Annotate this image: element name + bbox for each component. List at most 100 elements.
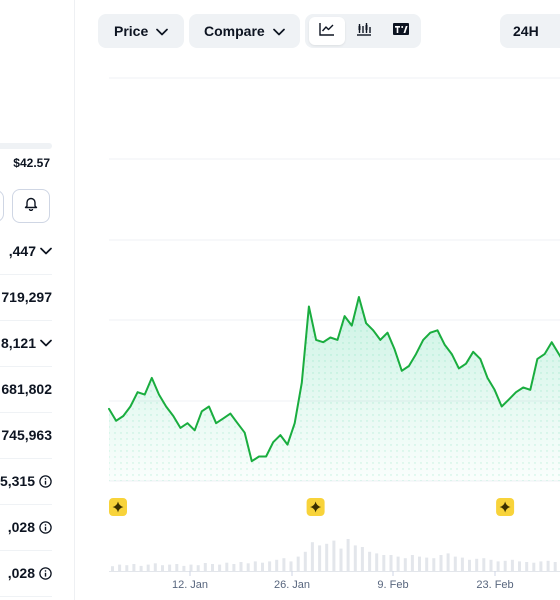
volume-bar xyxy=(439,555,443,571)
volume-bar xyxy=(525,562,529,571)
stat-row[interactable]: ,447 xyxy=(0,228,52,275)
info-icon xyxy=(39,566,52,580)
volume-bar xyxy=(303,551,307,571)
candle-view-button[interactable] xyxy=(346,17,382,45)
stat-row: 745,963 xyxy=(0,412,52,459)
compare-dropdown[interactable]: Compare xyxy=(189,14,300,48)
info-icon xyxy=(39,474,52,488)
volume-bar xyxy=(203,563,207,571)
volume-bar xyxy=(382,555,386,571)
candlestick-icon xyxy=(356,22,372,41)
volume-bar xyxy=(339,548,343,571)
volume-bar xyxy=(175,564,179,571)
volume-bar xyxy=(346,539,350,571)
time-range-label: 24H xyxy=(513,23,539,39)
volume-bar xyxy=(225,562,229,571)
volume-bar xyxy=(460,557,464,571)
volume-bar xyxy=(253,561,257,571)
volume-bar xyxy=(546,560,550,571)
volume-bar xyxy=(153,563,157,571)
volume-bar xyxy=(118,564,122,571)
volume-bar xyxy=(475,558,479,571)
volume-bar xyxy=(332,540,336,571)
volume-bar xyxy=(396,556,400,571)
line-view-button[interactable] xyxy=(309,17,345,45)
sparkle-icon xyxy=(496,498,515,516)
price-dropdown[interactable]: Price xyxy=(98,14,184,48)
volume-bar xyxy=(325,543,329,571)
volume-bar xyxy=(418,556,421,571)
x-tick-label: 12. Jan xyxy=(172,579,208,591)
price-range-bar xyxy=(0,143,52,149)
volume-bar xyxy=(196,565,200,571)
stats-panel: $42.57 ,447 719,297 8,121 681,802 745,963 5,3… xyxy=(0,0,75,600)
volume-bar xyxy=(161,565,164,571)
x-tick-label: 23. Feb xyxy=(476,579,513,591)
volume-bar xyxy=(353,545,357,571)
stat-value: 8,121 xyxy=(0,335,36,351)
sparkle-icon xyxy=(109,498,127,516)
volume-bar xyxy=(375,553,379,571)
volume-bar xyxy=(410,555,414,571)
stat-row: 719,297 xyxy=(0,274,52,321)
stat-row[interactable]: ,028 xyxy=(0,550,52,597)
volume-bar xyxy=(246,563,250,571)
volume-bar xyxy=(182,565,186,571)
volume-bar xyxy=(518,561,521,571)
volume-bar xyxy=(510,559,514,571)
stat-value: 5,315 xyxy=(0,473,35,489)
time-range-selector[interactable]: 24H xyxy=(500,14,560,48)
chevron-down-icon xyxy=(40,339,52,347)
tradingview-button[interactable] xyxy=(383,17,419,45)
price-label: $42.57 xyxy=(13,156,50,170)
price-alert-button[interactable] xyxy=(12,189,50,223)
volume-bar xyxy=(232,564,236,571)
volume-bar xyxy=(289,561,293,571)
volume-bar xyxy=(368,551,372,571)
volume-bar xyxy=(268,561,272,571)
tradingview-icon xyxy=(393,22,409,40)
stat-row[interactable]: ,028 xyxy=(0,504,52,551)
volume-bar xyxy=(532,562,536,571)
price-area-texture xyxy=(109,297,560,481)
volume-bar xyxy=(132,564,136,571)
volume-bar xyxy=(489,559,493,571)
stat-row[interactable]: 5,315 xyxy=(0,458,52,505)
volume-bar xyxy=(389,555,393,571)
x-tick-label: 9. Feb xyxy=(377,579,408,591)
stat-value: 681,802 xyxy=(1,381,52,397)
price-dropdown-label: Price xyxy=(114,23,149,39)
volume-bar xyxy=(282,558,286,571)
stat-value: ,028 xyxy=(7,519,35,535)
volume-bar xyxy=(296,556,300,571)
stat-value: 719,297 xyxy=(1,289,52,305)
volume-bar xyxy=(403,558,407,571)
stat-value: ,028 xyxy=(7,565,35,581)
volume-bar xyxy=(239,562,243,571)
chevron-down-icon xyxy=(156,23,169,39)
volume-bar xyxy=(189,564,193,571)
volume-bar xyxy=(125,565,129,571)
volume-bar xyxy=(360,547,364,571)
volume-bar xyxy=(496,561,500,571)
volume-bar xyxy=(111,566,114,571)
volume-bar xyxy=(261,562,264,571)
volume-bar xyxy=(482,558,486,571)
volume-bar xyxy=(503,560,507,571)
info-icon xyxy=(39,520,52,534)
volume-bar xyxy=(146,564,150,571)
volume-bar xyxy=(539,561,543,571)
volume-bar xyxy=(553,562,557,571)
chevron-down-icon xyxy=(272,23,285,39)
volume-bar xyxy=(211,564,214,571)
chart-view-toggle xyxy=(305,14,421,48)
volume-bar xyxy=(446,553,450,571)
volume-bar xyxy=(139,565,143,571)
bell-icon xyxy=(24,196,38,216)
volume-bar xyxy=(318,545,322,571)
line-chart-icon xyxy=(319,22,335,41)
stat-row[interactable]: 8,121 xyxy=(0,320,52,367)
stat-row: 681,802 xyxy=(0,366,52,413)
x-tick-label: 26. Jan xyxy=(274,579,310,591)
